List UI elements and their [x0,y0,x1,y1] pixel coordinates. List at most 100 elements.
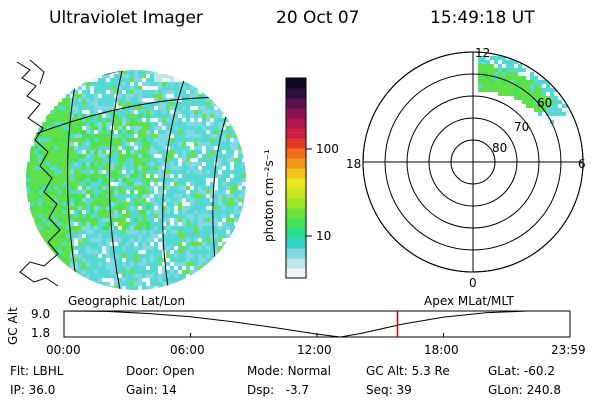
emission-pixel [194,138,198,142]
emission-pixel [498,84,502,88]
emission-pixel [62,250,66,254]
emission-pixel [194,202,198,206]
emission-pixel [94,170,98,174]
emission-pixel [46,162,50,166]
emission-pixel [158,178,162,182]
emission-pixel [178,174,182,178]
emission-pixel [234,194,238,198]
emission-pixel [90,254,94,258]
emission-pixel [210,210,214,214]
emission-pixel [26,174,30,178]
emission-pixel [82,270,86,274]
emission-pixel [130,150,134,154]
emission-pixel [186,250,190,254]
emission-pixel [218,126,222,130]
emission-pixel [126,138,130,142]
emission-pixel [142,286,146,290]
emission-pixel [90,146,94,150]
emission-pixel [62,202,66,206]
emission-pixel [82,194,86,198]
emission-pixel [206,214,210,218]
emission-pixel [222,194,226,198]
emission-pixel [138,74,142,78]
emission-pixel [142,210,146,214]
emission-pixel [54,226,58,230]
emission-pixel [226,166,230,170]
emission-pixel [158,202,162,206]
emission-pixel [102,90,106,94]
emission-pixel [162,190,166,194]
emission-pixel [78,274,82,278]
emission-pixel [170,130,174,134]
emission-pixel [126,94,130,98]
emission-pixel [86,202,90,206]
emission-pixel [242,190,246,194]
emission-pixel [166,110,170,114]
emission-pixel [118,278,122,282]
emission-pixel [142,190,146,194]
emission-pixel [82,250,86,254]
emission-pixel [166,206,170,210]
emission-pixel [226,182,230,186]
emission-pixel [198,158,202,162]
emission-pixel [158,238,162,242]
emission-pixel [202,178,206,182]
emission-pixel [146,154,150,158]
emission-pixel [138,186,142,190]
emission-pixel [82,202,86,206]
emission-pixel [62,194,66,198]
emission-pixel [170,282,174,286]
emission-pixel [182,138,186,142]
emission-pixel [222,238,226,242]
emission-pixel [82,142,86,146]
emission-pixel [106,178,110,182]
emission-pixel [78,90,82,94]
emission-pixel [50,190,54,194]
emission-pixel [94,182,98,186]
emission-pixel [166,250,170,254]
emission-pixel [502,88,506,92]
emission-pixel [90,110,94,114]
emission-pixel [182,102,186,106]
emission-pixel [58,214,62,218]
emission-pixel [202,266,206,270]
emission-pixel [138,106,142,110]
emission-pixel [230,122,234,126]
emission-pixel [174,222,178,226]
emission-pixel [214,186,218,190]
emission-pixel [62,134,66,138]
emission-pixel [90,174,94,178]
emission-pixel [74,182,78,186]
emission-pixel [82,278,86,282]
emission-pixel [50,154,54,158]
emission-pixel [134,134,138,138]
emission-pixel [550,120,554,124]
emission-pixel [186,166,190,170]
emission-pixel [158,90,162,94]
emission-pixel [90,270,94,274]
emission-pixel [58,202,62,206]
emission-pixel [198,166,202,170]
emission-pixel [54,110,58,114]
emission-pixel [58,102,62,106]
emission-pixel [550,116,554,120]
emission-pixel [78,258,82,262]
emission-pixel [98,146,102,150]
emission-pixel [190,114,194,118]
emission-pixel [230,210,234,214]
emission-pixel [202,230,206,234]
emission-pixel [170,286,174,290]
emission-pixel [146,286,150,290]
emission-pixel [82,182,86,186]
emission-pixel [62,126,66,130]
emission-pixel [154,226,158,230]
emission-pixel [190,134,194,138]
emission-pixel [174,94,178,98]
emission-pixel [222,218,226,222]
emission-pixel [202,226,206,230]
emission-pixel [134,90,138,94]
emission-pixel [170,78,174,82]
emission-pixel [186,210,190,214]
emission-pixel [46,210,50,214]
emission-pixel [182,246,186,250]
